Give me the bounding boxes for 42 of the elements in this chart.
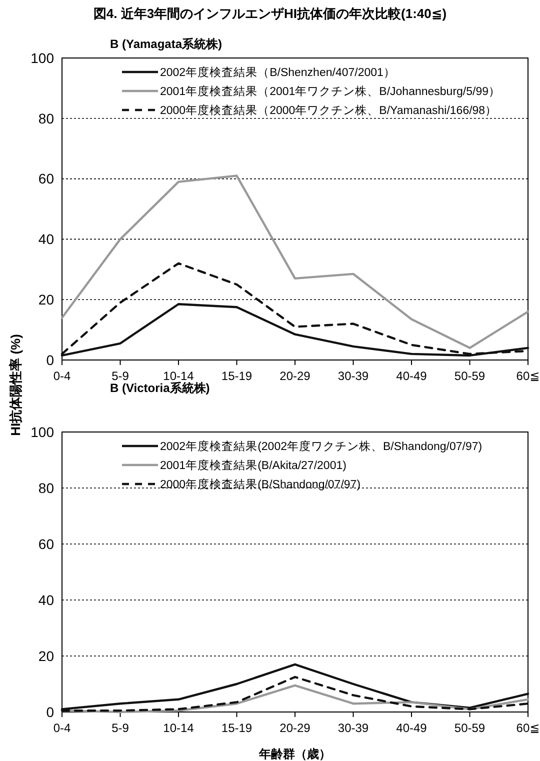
- y-axis-title: HI抗体陽性率 (%): [8, 334, 23, 436]
- x-tick-label: 0-4: [53, 369, 71, 383]
- chart-title: 図4. 近年3年間のインフルエンザHI抗体価の年次比較(1:40≦): [93, 6, 447, 21]
- x-tick-label: 0-4: [53, 721, 71, 735]
- y-tick-label: 80: [38, 110, 54, 126]
- legend-label: 2002年度検査結果(2002年度ワクチン株、B/Shandong/07/97): [160, 439, 482, 454]
- y-tick-label: 20: [38, 292, 54, 308]
- x-tick-label: 30-39: [338, 369, 369, 383]
- chart-title: B (Victoria系統株): [110, 381, 210, 395]
- legend-label: 2000年度検査結果（2000年ワクチン株、B/Yamanashi/166/98）: [160, 103, 498, 118]
- x-tick-label: 15-19: [221, 369, 252, 383]
- x-tick-label: 40-49: [396, 721, 428, 735]
- legend-label: 2001年度検査結果(B/Akita/27/2001): [160, 458, 347, 472]
- y-tick-label: 0: [46, 352, 54, 368]
- y-tick-label: 40: [38, 592, 54, 608]
- y-tick-label: 40: [38, 231, 54, 248]
- chart-subtitle: B (Yamagata系統株): [110, 37, 222, 51]
- y-tick-label: 60: [38, 536, 54, 552]
- x-tick-label: 20-29: [280, 369, 311, 383]
- x-tick-label: 10-14: [163, 721, 194, 735]
- x-tick-label: 60≦: [516, 721, 540, 735]
- legend-label: 2002年度検査結果（B/Shenzhen/407/2001）: [160, 65, 396, 80]
- x-tick-label: 60≦: [516, 369, 540, 383]
- y-tick-label: 80: [38, 480, 54, 496]
- y-tick-label: 0: [46, 704, 54, 720]
- x-tick-label: 50-59: [454, 369, 486, 383]
- legend-label: 2000年度検査結果(B/Shandong/07/97): [160, 477, 361, 492]
- x-tick-label: 5-9: [112, 721, 130, 735]
- y-tick-label: 20: [38, 648, 54, 664]
- x-axis-title: 年齢群（歳）: [258, 747, 331, 761]
- x-tick-label: 15-19: [221, 721, 252, 735]
- line-series: [60, 174, 530, 350]
- x-tick-label: 30-39: [338, 721, 369, 735]
- y-tick-label: 60: [38, 170, 54, 187]
- x-tick-label: 40-49: [396, 369, 428, 383]
- x-tick-label: 20-29: [280, 721, 311, 735]
- x-tick-label: 5-9: [112, 369, 130, 383]
- x-tick-label: 10-14: [163, 369, 194, 383]
- legend-label: 2001年度検査結果（2001年ワクチン株、B/Johannesburg/5/99）: [160, 84, 501, 98]
- y-tick-label: 100: [30, 424, 54, 440]
- y-tick-label: 100: [30, 50, 54, 66]
- x-tick-label: 50-59: [454, 721, 486, 735]
